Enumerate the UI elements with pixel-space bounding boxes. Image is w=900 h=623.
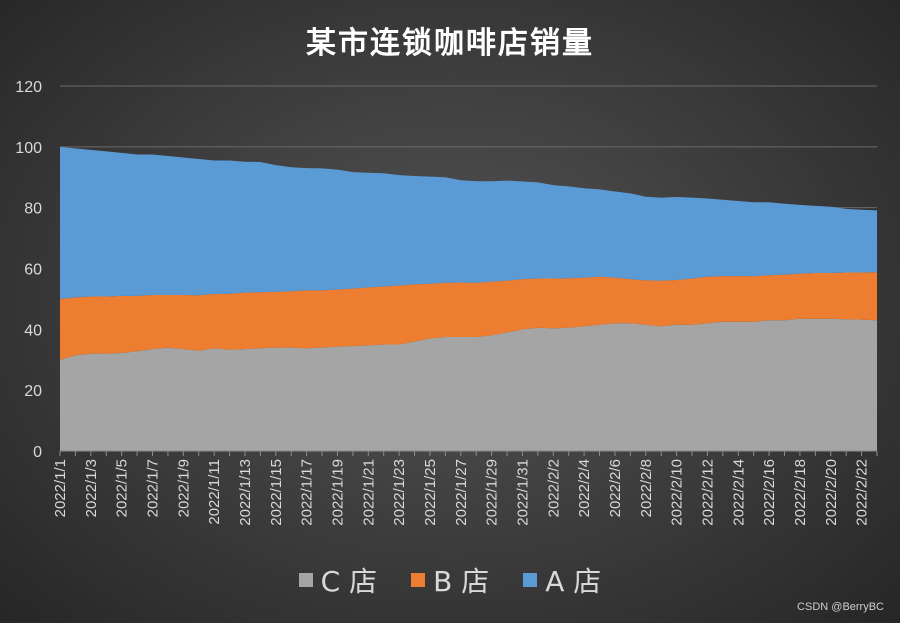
y-tick-label: 80: [24, 201, 42, 218]
x-tick-label: 2022/1/13: [237, 459, 254, 526]
x-tick-label: 2022/2/6: [607, 459, 624, 517]
x-tick-label: 2022/1/21: [360, 459, 377, 526]
x-tick-label: 2022/2/16: [761, 459, 778, 526]
legend-item-b[interactable]: B 店: [411, 560, 489, 600]
y-tick-labels: 0 20 40 60 80 100 120: [15, 79, 42, 461]
legend-label-c: C 店: [320, 565, 378, 598]
x-tick-label: 2022/1/15: [268, 459, 285, 526]
area-series-1[interactable]: [60, 272, 877, 360]
legend-item-c[interactable]: C 店: [298, 560, 378, 600]
chart-title: 某市连锁咖啡店销量: [306, 26, 594, 61]
y-tick-label: 20: [24, 383, 42, 400]
x-tick-label: 2022/1/19: [329, 459, 346, 526]
x-tick-label: 2022/2/2: [545, 459, 562, 517]
x-tick-label: 2022/1/27: [453, 459, 470, 526]
watermark: CSDN @BerryBC: [797, 601, 884, 613]
area-series: [60, 146, 877, 451]
y-tick-label: 60: [24, 262, 42, 279]
y-tick-label: 120: [15, 79, 42, 96]
x-tick-label: 2022/1/1: [52, 459, 69, 517]
x-tick-label: 2022/1/23: [391, 459, 408, 526]
legend-item-a[interactable]: A 店: [523, 560, 601, 600]
x-tick-label: 2022/1/7: [144, 459, 161, 517]
x-tick-labels: 2022/1/1 2022/1/3 2022/1/5 2022/1/7 2022/1/9…: [52, 459, 871, 526]
legend-label-a: A 店: [545, 565, 602, 598]
y-tick-label: 100: [15, 140, 42, 157]
legend: C 店 B 店 A 店: [0, 560, 900, 600]
x-tick-label: 2022/1/11: [206, 459, 223, 525]
legend-swatch-b: [411, 573, 426, 587]
x-tick-label: 2022/2/22: [854, 459, 871, 526]
x-tick-label: 2022/1/9: [175, 459, 192, 517]
axes: [59, 450, 878, 456]
legend-label-b: B 店: [433, 565, 490, 598]
x-tick-label: 2022/1/5: [114, 459, 131, 517]
x-tick-label: 2022/1/25: [422, 459, 439, 526]
x-tick-label: 2022/2/10: [669, 459, 686, 526]
area-series-2[interactable]: [60, 146, 877, 299]
x-tick-label: 2022/2/8: [638, 459, 655, 517]
legend-swatch-a: [523, 573, 538, 587]
area-series-0[interactable]: [60, 318, 877, 451]
x-tick-label: 2022/1/3: [83, 459, 100, 517]
x-tick-label: 2022/2/4: [576, 459, 593, 517]
x-tick-label: 2022/1/31: [514, 459, 531, 526]
legend-swatch-c: [298, 573, 313, 587]
y-tick-label: 40: [24, 322, 42, 339]
x-tick-label: 2022/1/29: [484, 459, 501, 526]
y-tick-label: 0: [33, 444, 42, 461]
x-tick-label: 2022/2/20: [823, 459, 840, 526]
x-tick-label: 2022/2/18: [792, 459, 809, 526]
x-tick-label: 2022/1/17: [299, 459, 316, 526]
x-tick-label: 2022/2/12: [699, 459, 716, 526]
x-tick-label: 2022/2/14: [730, 459, 747, 526]
